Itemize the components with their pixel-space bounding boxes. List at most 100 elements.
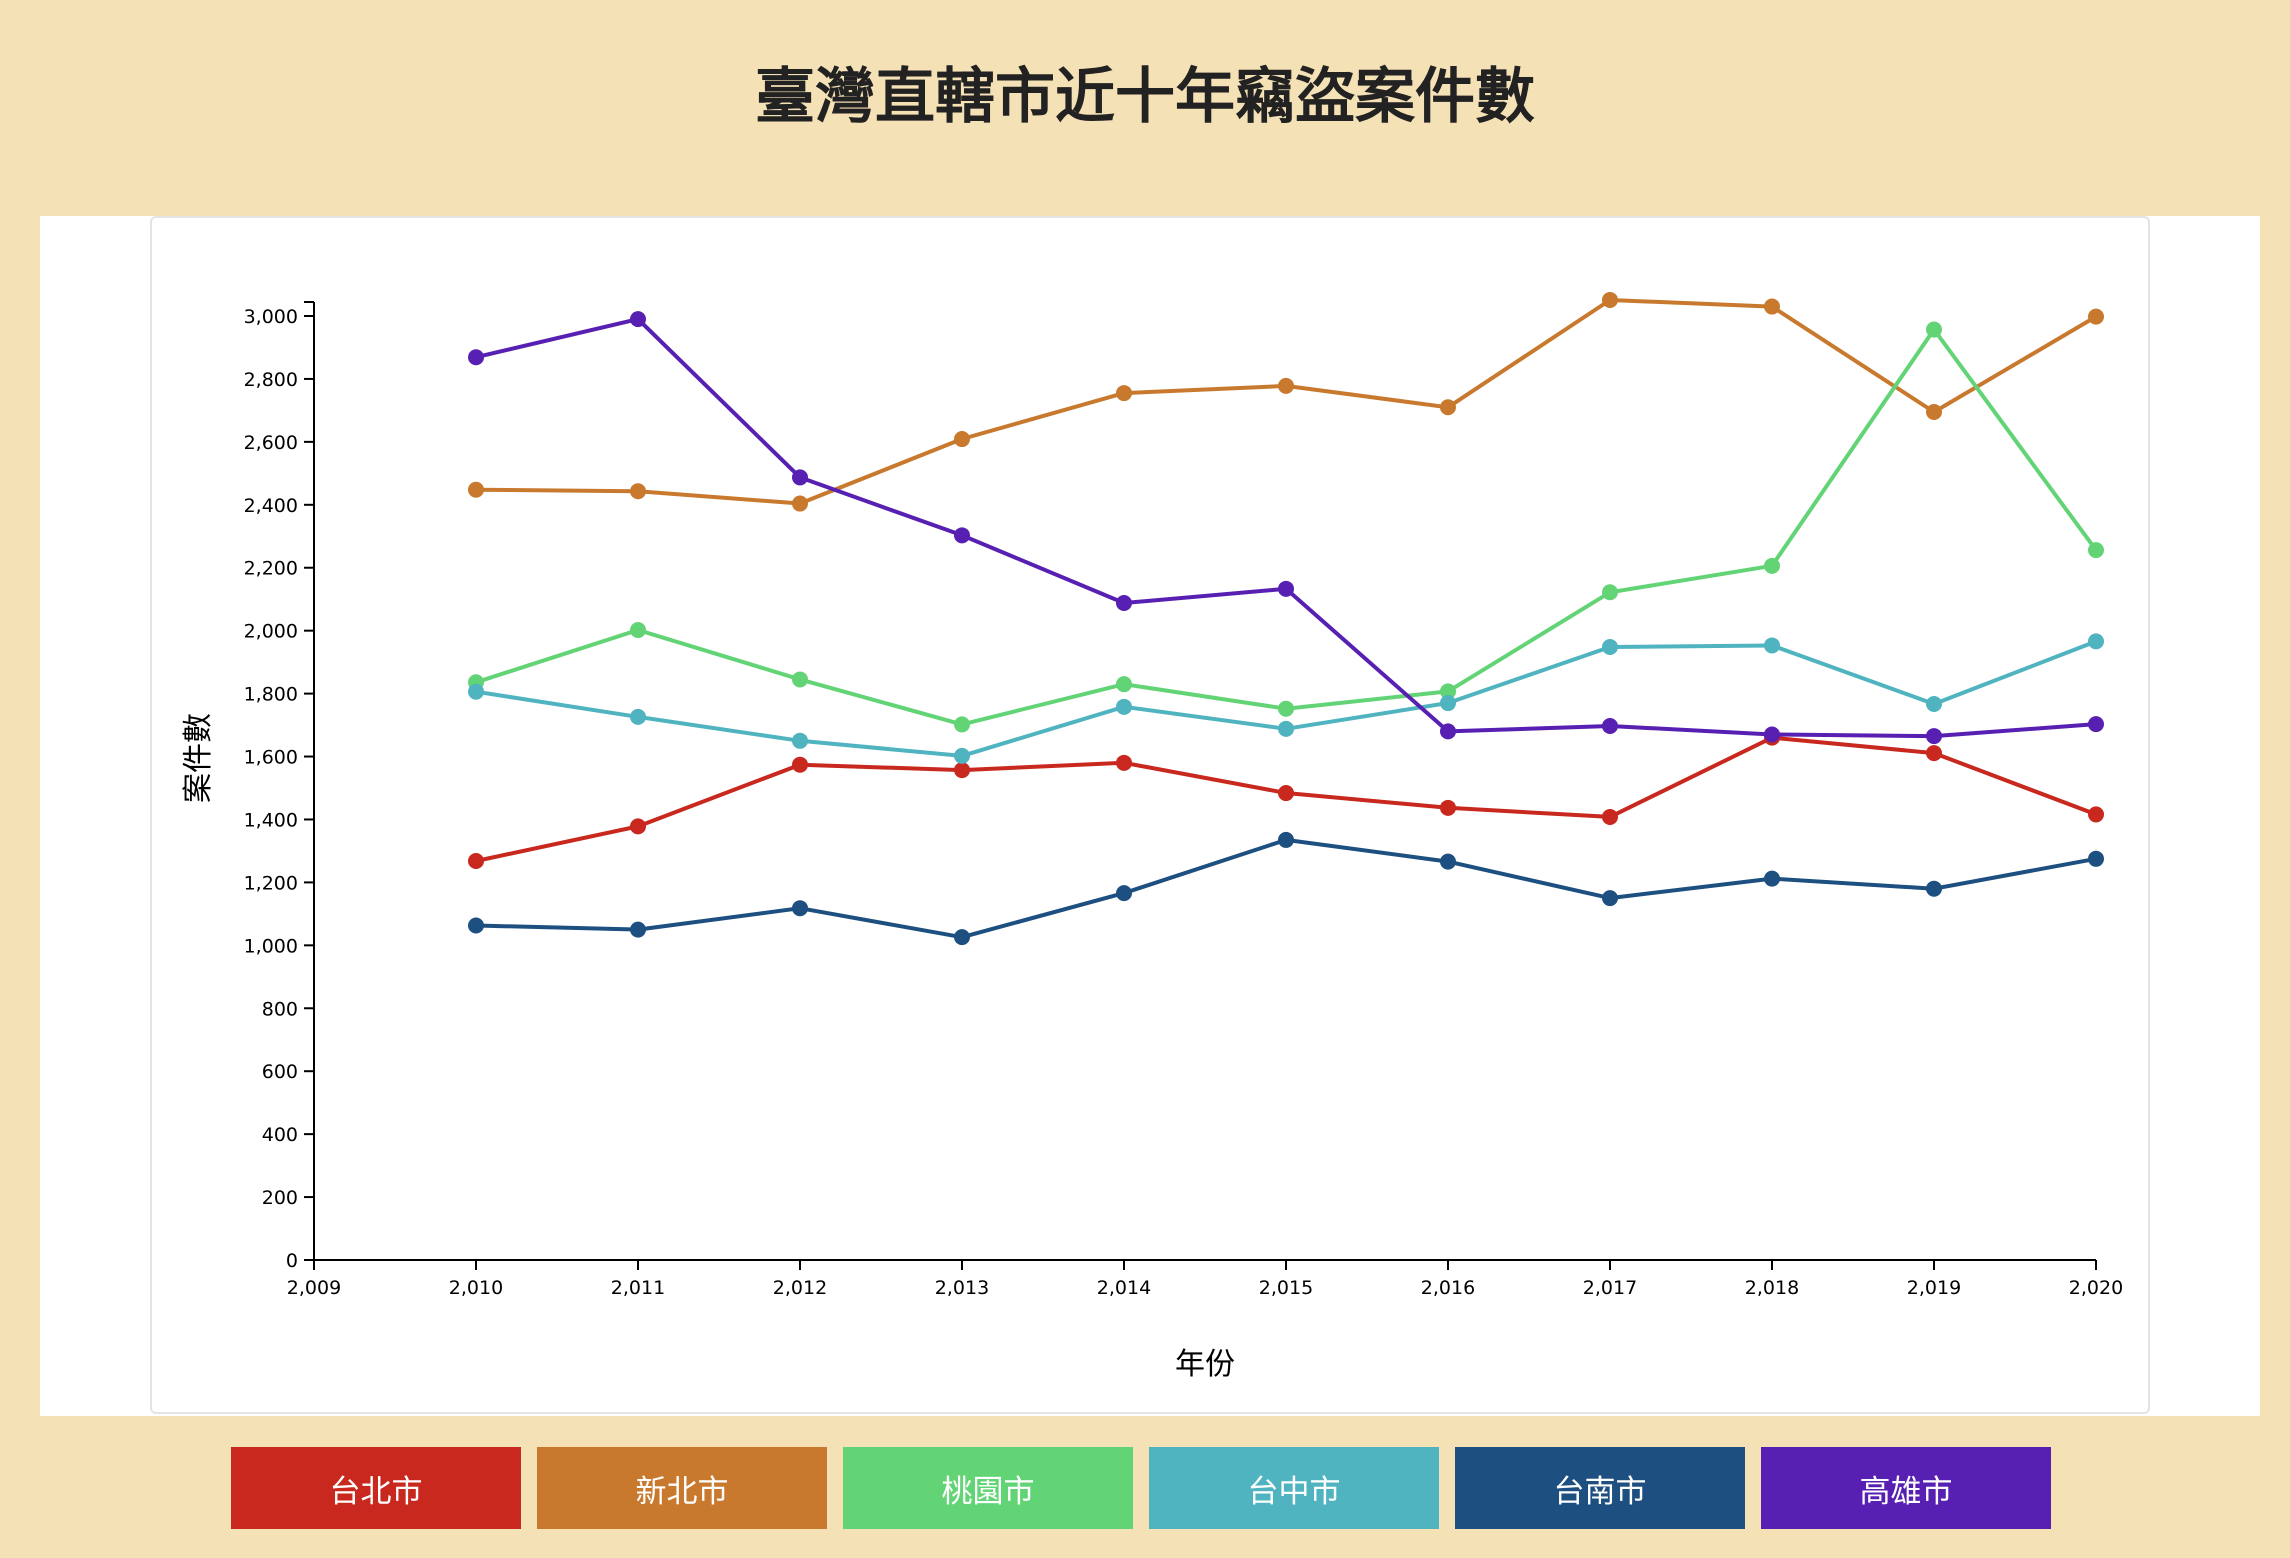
y-tick-label: 1,800 <box>244 684 298 706</box>
legend-button-taoyuan[interactable]: 桃園市 <box>843 1447 1133 1529</box>
data-point-5[interactable] <box>1440 723 1456 740</box>
data-point-2[interactable] <box>1926 321 1942 338</box>
legend-button-tainan[interactable]: 台南市 <box>1455 1447 1745 1529</box>
data-point-4[interactable] <box>1602 890 1618 907</box>
data-point-5[interactable] <box>468 349 484 366</box>
data-point-0[interactable] <box>468 853 484 870</box>
data-point-5[interactable] <box>1602 718 1618 735</box>
data-point-5[interactable] <box>954 527 970 544</box>
data-point-2[interactable] <box>1602 584 1618 601</box>
data-point-5[interactable] <box>1278 580 1294 597</box>
data-point-1[interactable] <box>2088 308 2104 325</box>
data-point-0[interactable] <box>954 762 970 779</box>
data-point-1[interactable] <box>1602 291 1618 308</box>
data-point-3[interactable] <box>1116 698 1132 715</box>
y-tick-label: 200 <box>262 1187 298 1209</box>
data-point-4[interactable] <box>792 900 808 917</box>
data-point-4[interactable] <box>1440 853 1456 870</box>
x-tick-label: 2,010 <box>449 1277 503 1299</box>
data-point-4[interactable] <box>2088 850 2104 867</box>
y-tick-label: 600 <box>262 1061 298 1083</box>
data-point-1[interactable] <box>792 495 808 512</box>
x-tick-label: 2,019 <box>1907 1277 1961 1299</box>
data-point-5[interactable] <box>630 311 646 328</box>
data-point-3[interactable] <box>954 747 970 764</box>
data-point-3[interactable] <box>1278 720 1294 737</box>
data-point-0[interactable] <box>792 756 808 773</box>
x-tick-label: 2,014 <box>1097 1277 1151 1299</box>
x-tick-label: 2,020 <box>2069 1277 2123 1299</box>
y-tick-label: 2,800 <box>244 369 298 391</box>
data-point-5[interactable] <box>1764 726 1780 743</box>
data-point-4[interactable] <box>1278 831 1294 848</box>
data-point-4[interactable] <box>954 929 970 946</box>
data-point-1[interactable] <box>954 431 970 448</box>
data-point-0[interactable] <box>2088 806 2104 823</box>
y-tick-label: 1,600 <box>244 747 298 769</box>
y-tick-label: 400 <box>262 1124 298 1146</box>
legend: 台北市 新北市 桃園市 台中市 台南市 高雄市 <box>231 1447 2051 1529</box>
data-point-2[interactable] <box>2088 542 2104 559</box>
y-tick-label: 2,600 <box>244 432 298 454</box>
legend-button-new-taipei[interactable]: 新北市 <box>537 1447 827 1529</box>
x-tick-label: 2,012 <box>773 1277 827 1299</box>
legend-button-taichung[interactable]: 台中市 <box>1149 1447 1439 1529</box>
data-point-2[interactable] <box>1278 700 1294 717</box>
data-point-1[interactable] <box>1116 385 1132 402</box>
y-tick-label: 2,200 <box>244 558 298 580</box>
x-tick-label: 2,013 <box>935 1277 989 1299</box>
data-point-4[interactable] <box>630 921 646 938</box>
data-point-4[interactable] <box>1116 885 1132 902</box>
x-tick-label: 2,009 <box>287 1277 341 1299</box>
y-tick-label: 1,400 <box>244 809 298 831</box>
data-point-0[interactable] <box>630 818 646 835</box>
data-point-5[interactable] <box>1116 594 1132 611</box>
data-point-3[interactable] <box>630 708 646 725</box>
data-point-0[interactable] <box>1116 754 1132 771</box>
legend-button-taipei[interactable]: 台北市 <box>231 1447 521 1529</box>
series-points <box>468 291 2104 946</box>
data-point-3[interactable] <box>1926 695 1942 712</box>
legend-button-kaohsiung[interactable]: 高雄市 <box>1761 1447 2051 1529</box>
axes: 0 200 400 600 800 1,000 1,200 1,400 1,600 1,800 2,… <box>244 301 2123 1299</box>
data-point-2[interactable] <box>954 716 970 733</box>
y-tick-label: 2,400 <box>244 495 298 517</box>
x-axis-title: 年份 <box>1175 1347 1235 1382</box>
data-point-1[interactable] <box>630 483 646 500</box>
data-point-2[interactable] <box>630 622 646 639</box>
x-tick-label: 2,011 <box>611 1277 665 1299</box>
y-tick-label: 1,200 <box>244 872 298 894</box>
data-point-5[interactable] <box>2088 716 2104 733</box>
x-tick-label: 2,016 <box>1421 1277 1475 1299</box>
data-point-0[interactable] <box>1440 799 1456 816</box>
data-point-1[interactable] <box>1440 399 1456 416</box>
data-point-1[interactable] <box>468 481 484 498</box>
data-point-3[interactable] <box>792 732 808 749</box>
data-point-2[interactable] <box>1116 676 1132 693</box>
data-point-4[interactable] <box>468 917 484 934</box>
data-point-3[interactable] <box>1764 637 1780 654</box>
data-point-4[interactable] <box>1926 880 1942 897</box>
data-point-3[interactable] <box>1602 639 1618 656</box>
data-point-0[interactable] <box>1602 808 1618 825</box>
data-point-3[interactable] <box>468 683 484 700</box>
data-point-1[interactable] <box>1926 403 1942 420</box>
data-point-4[interactable] <box>1764 870 1780 887</box>
chart-card: 0 200 400 600 800 1,000 1,200 1,400 1,600 1,800 2,… <box>150 216 2150 1414</box>
data-point-1[interactable] <box>1278 377 1294 394</box>
data-point-2[interactable] <box>1440 683 1456 700</box>
x-tick-label: 2,018 <box>1745 1277 1799 1299</box>
data-point-1[interactable] <box>1764 298 1780 315</box>
x-tick-label: 2,015 <box>1259 1277 1313 1299</box>
data-point-3[interactable] <box>1440 695 1456 712</box>
data-point-5[interactable] <box>792 469 808 486</box>
data-point-5[interactable] <box>1926 728 1942 745</box>
y-tick-label: 3,000 <box>244 306 298 328</box>
y-tick-label: 1,000 <box>244 935 298 957</box>
data-point-0[interactable] <box>1278 785 1294 802</box>
data-point-3[interactable] <box>2088 633 2104 650</box>
data-point-0[interactable] <box>1926 745 1942 762</box>
y-tick-label: 2,000 <box>244 621 298 643</box>
data-point-2[interactable] <box>792 671 808 688</box>
data-point-2[interactable] <box>1764 557 1780 574</box>
